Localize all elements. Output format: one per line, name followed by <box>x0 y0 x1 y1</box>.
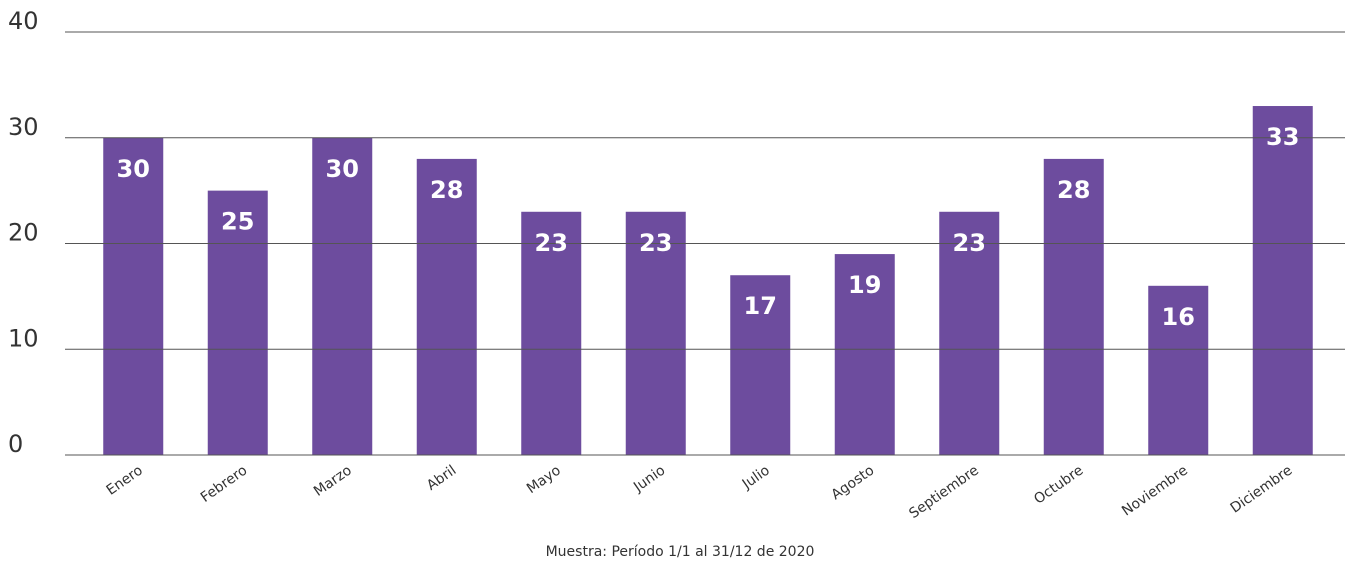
x-tick-label: Septiembre <box>906 462 982 522</box>
data-label: 30 <box>326 155 359 183</box>
data-label: 28 <box>1057 176 1090 204</box>
x-tick-label: Mayo <box>524 462 564 497</box>
chart-note: Muestra: Período 1/1 al 31/12 de 2020 <box>546 544 815 560</box>
data-label: 23 <box>639 229 672 257</box>
data-label: 16 <box>1162 303 1195 331</box>
data-label: 19 <box>848 271 881 299</box>
x-tick-label: Octubre <box>1031 462 1086 507</box>
data-label: 28 <box>430 176 463 204</box>
y-tick-label: 40 <box>8 7 39 35</box>
x-tick-label: Diciembre <box>1228 462 1296 516</box>
bar <box>1043 158 1104 455</box>
bar <box>1252 106 1313 456</box>
bar <box>103 137 164 455</box>
bar <box>416 158 477 455</box>
y-tick-label: 30 <box>8 113 39 141</box>
data-label: 33 <box>1266 123 1299 151</box>
bar <box>521 211 582 455</box>
data-label: 30 <box>117 155 150 183</box>
x-tick-label: Febrero <box>198 462 250 505</box>
bar <box>312 137 373 455</box>
data-label: 23 <box>953 229 986 257</box>
y-tick-label: 10 <box>8 324 39 352</box>
data-label: 17 <box>744 292 777 320</box>
y-tick-label: 20 <box>8 219 39 247</box>
x-tick-label: Enero <box>104 462 146 498</box>
x-tick-label: Noviembre <box>1119 462 1191 519</box>
x-tick-label: Marzo <box>311 462 355 499</box>
x-tick-label: Junio <box>630 462 668 495</box>
bar <box>939 211 1000 455</box>
y-tick-label: 0 <box>8 430 23 458</box>
data-label: 23 <box>535 229 568 257</box>
bar <box>207 190 268 455</box>
data-label: 25 <box>221 208 254 236</box>
bar <box>625 211 686 455</box>
x-tick-label: Agosto <box>829 462 878 503</box>
bar <box>730 275 791 455</box>
x-tick-label: Julio <box>739 462 773 493</box>
bar <box>834 254 895 455</box>
x-tick-label: Abril <box>424 462 459 493</box>
bar <box>1148 285 1209 455</box>
